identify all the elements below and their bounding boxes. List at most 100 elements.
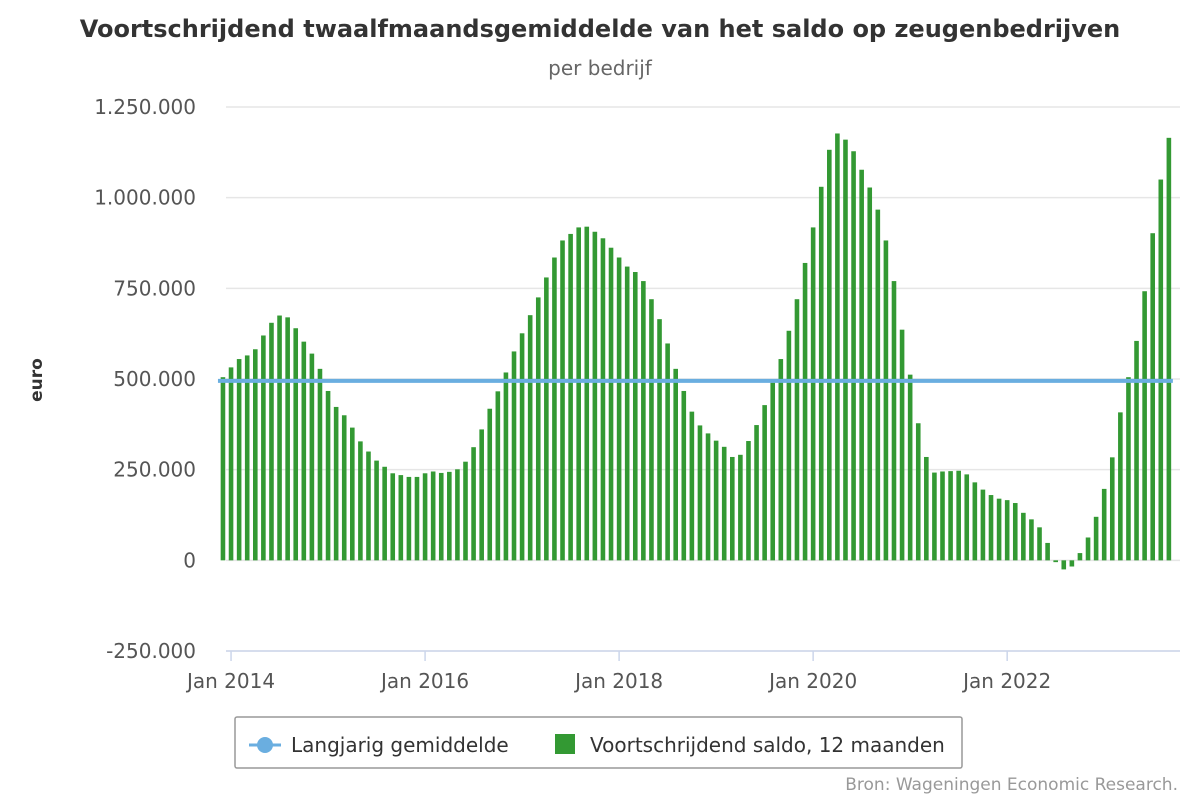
- bar[interactable]: [1101, 488, 1107, 561]
- bar[interactable]: [980, 489, 986, 561]
- bar[interactable]: [1126, 377, 1131, 561]
- bar[interactable]: [552, 257, 557, 561]
- bar[interactable]: [1085, 537, 1091, 561]
- bar[interactable]: [1077, 553, 1083, 561]
- bar[interactable]: [786, 330, 792, 561]
- bar[interactable]: [358, 441, 363, 561]
- bar[interactable]: [818, 186, 824, 561]
- bar[interactable]: [1166, 137, 1172, 561]
- bar[interactable]: [794, 299, 800, 561]
- bar[interactable]: [325, 390, 331, 561]
- bar[interactable]: [956, 470, 961, 561]
- bar[interactable]: [277, 315, 282, 561]
- bar[interactable]: [924, 456, 929, 561]
- bar[interactable]: [479, 429, 484, 561]
- bar[interactable]: [851, 151, 856, 561]
- bar[interactable]: [891, 281, 897, 561]
- bar[interactable]: [398, 475, 404, 561]
- bar[interactable]: [867, 187, 873, 561]
- bar[interactable]: [770, 382, 776, 561]
- bar[interactable]: [285, 317, 290, 561]
- bar[interactable]: [649, 299, 654, 561]
- bar[interactable]: [964, 474, 970, 561]
- bar[interactable]: [535, 297, 541, 561]
- bar[interactable]: [762, 405, 767, 561]
- bar[interactable]: [689, 411, 695, 561]
- bar[interactable]: [632, 272, 638, 561]
- bar[interactable]: [843, 139, 848, 561]
- bar[interactable]: [544, 277, 549, 561]
- bar[interactable]: [350, 427, 355, 561]
- bar[interactable]: [673, 368, 678, 561]
- bar[interactable]: [1004, 500, 1010, 561]
- bar[interactable]: [810, 227, 816, 561]
- bar[interactable]: [1045, 542, 1050, 561]
- bar[interactable]: [988, 495, 994, 561]
- bar[interactable]: [932, 472, 937, 561]
- bar[interactable]: [907, 374, 913, 561]
- bar[interactable]: [1061, 560, 1067, 570]
- bar[interactable]: [940, 471, 945, 561]
- bar[interactable]: [463, 461, 468, 561]
- bar[interactable]: [738, 454, 743, 561]
- bar[interactable]: [333, 406, 339, 561]
- bar[interactable]: [641, 281, 646, 561]
- bar[interactable]: [511, 351, 517, 561]
- bar[interactable]: [972, 482, 978, 561]
- bar[interactable]: [584, 226, 590, 561]
- bar[interactable]: [455, 469, 460, 561]
- bar[interactable]: [1118, 412, 1123, 561]
- bar[interactable]: [835, 133, 840, 561]
- bar[interactable]: [705, 433, 711, 561]
- bar[interactable]: [746, 441, 751, 561]
- bar[interactable]: [1069, 560, 1075, 567]
- bar[interactable]: [220, 377, 226, 561]
- bar[interactable]: [261, 335, 266, 561]
- bar[interactable]: [382, 466, 387, 561]
- bar[interactable]: [560, 240, 565, 561]
- bar[interactable]: [471, 447, 476, 561]
- bar[interactable]: [592, 231, 598, 561]
- bar[interactable]: [1037, 527, 1042, 561]
- bar[interactable]: [374, 460, 379, 561]
- bar[interactable]: [228, 367, 234, 561]
- bar[interactable]: [422, 473, 428, 561]
- bar[interactable]: [1158, 179, 1164, 561]
- bar[interactable]: [859, 169, 864, 561]
- bar[interactable]: [487, 408, 493, 561]
- bar[interactable]: [778, 359, 784, 561]
- bar[interactable]: [568, 233, 573, 561]
- bar[interactable]: [713, 440, 719, 561]
- bar[interactable]: [519, 333, 525, 561]
- bar[interactable]: [503, 372, 509, 561]
- bar[interactable]: [1053, 560, 1058, 563]
- bar[interactable]: [301, 341, 307, 561]
- bar[interactable]: [366, 451, 371, 561]
- bar[interactable]: [390, 473, 396, 561]
- bar[interactable]: [406, 476, 412, 561]
- bar[interactable]: [616, 257, 622, 561]
- bar[interactable]: [883, 240, 889, 561]
- bar[interactable]: [527, 315, 533, 561]
- bar[interactable]: [899, 329, 905, 561]
- legend-item-average[interactable]: Langjarig gemiddelde: [249, 733, 509, 757]
- bar[interactable]: [1029, 519, 1034, 561]
- bar[interactable]: [802, 262, 808, 561]
- bar[interactable]: [1093, 516, 1099, 561]
- bar[interactable]: [253, 349, 258, 561]
- bar[interactable]: [1021, 512, 1026, 561]
- bar[interactable]: [875, 209, 881, 561]
- bar[interactable]: [244, 355, 250, 561]
- bar[interactable]: [730, 456, 735, 561]
- bar[interactable]: [576, 227, 581, 561]
- legend-item-saldo[interactable]: Voortschrijdend saldo, 12 maanden: [555, 733, 945, 757]
- bar[interactable]: [1012, 503, 1018, 561]
- bar[interactable]: [721, 446, 727, 561]
- bar[interactable]: [665, 343, 670, 561]
- bar[interactable]: [915, 423, 921, 561]
- bar[interactable]: [430, 471, 436, 561]
- bar[interactable]: [293, 328, 299, 561]
- bar[interactable]: [608, 247, 614, 561]
- bar[interactable]: [948, 471, 953, 561]
- bar[interactable]: [657, 319, 662, 561]
